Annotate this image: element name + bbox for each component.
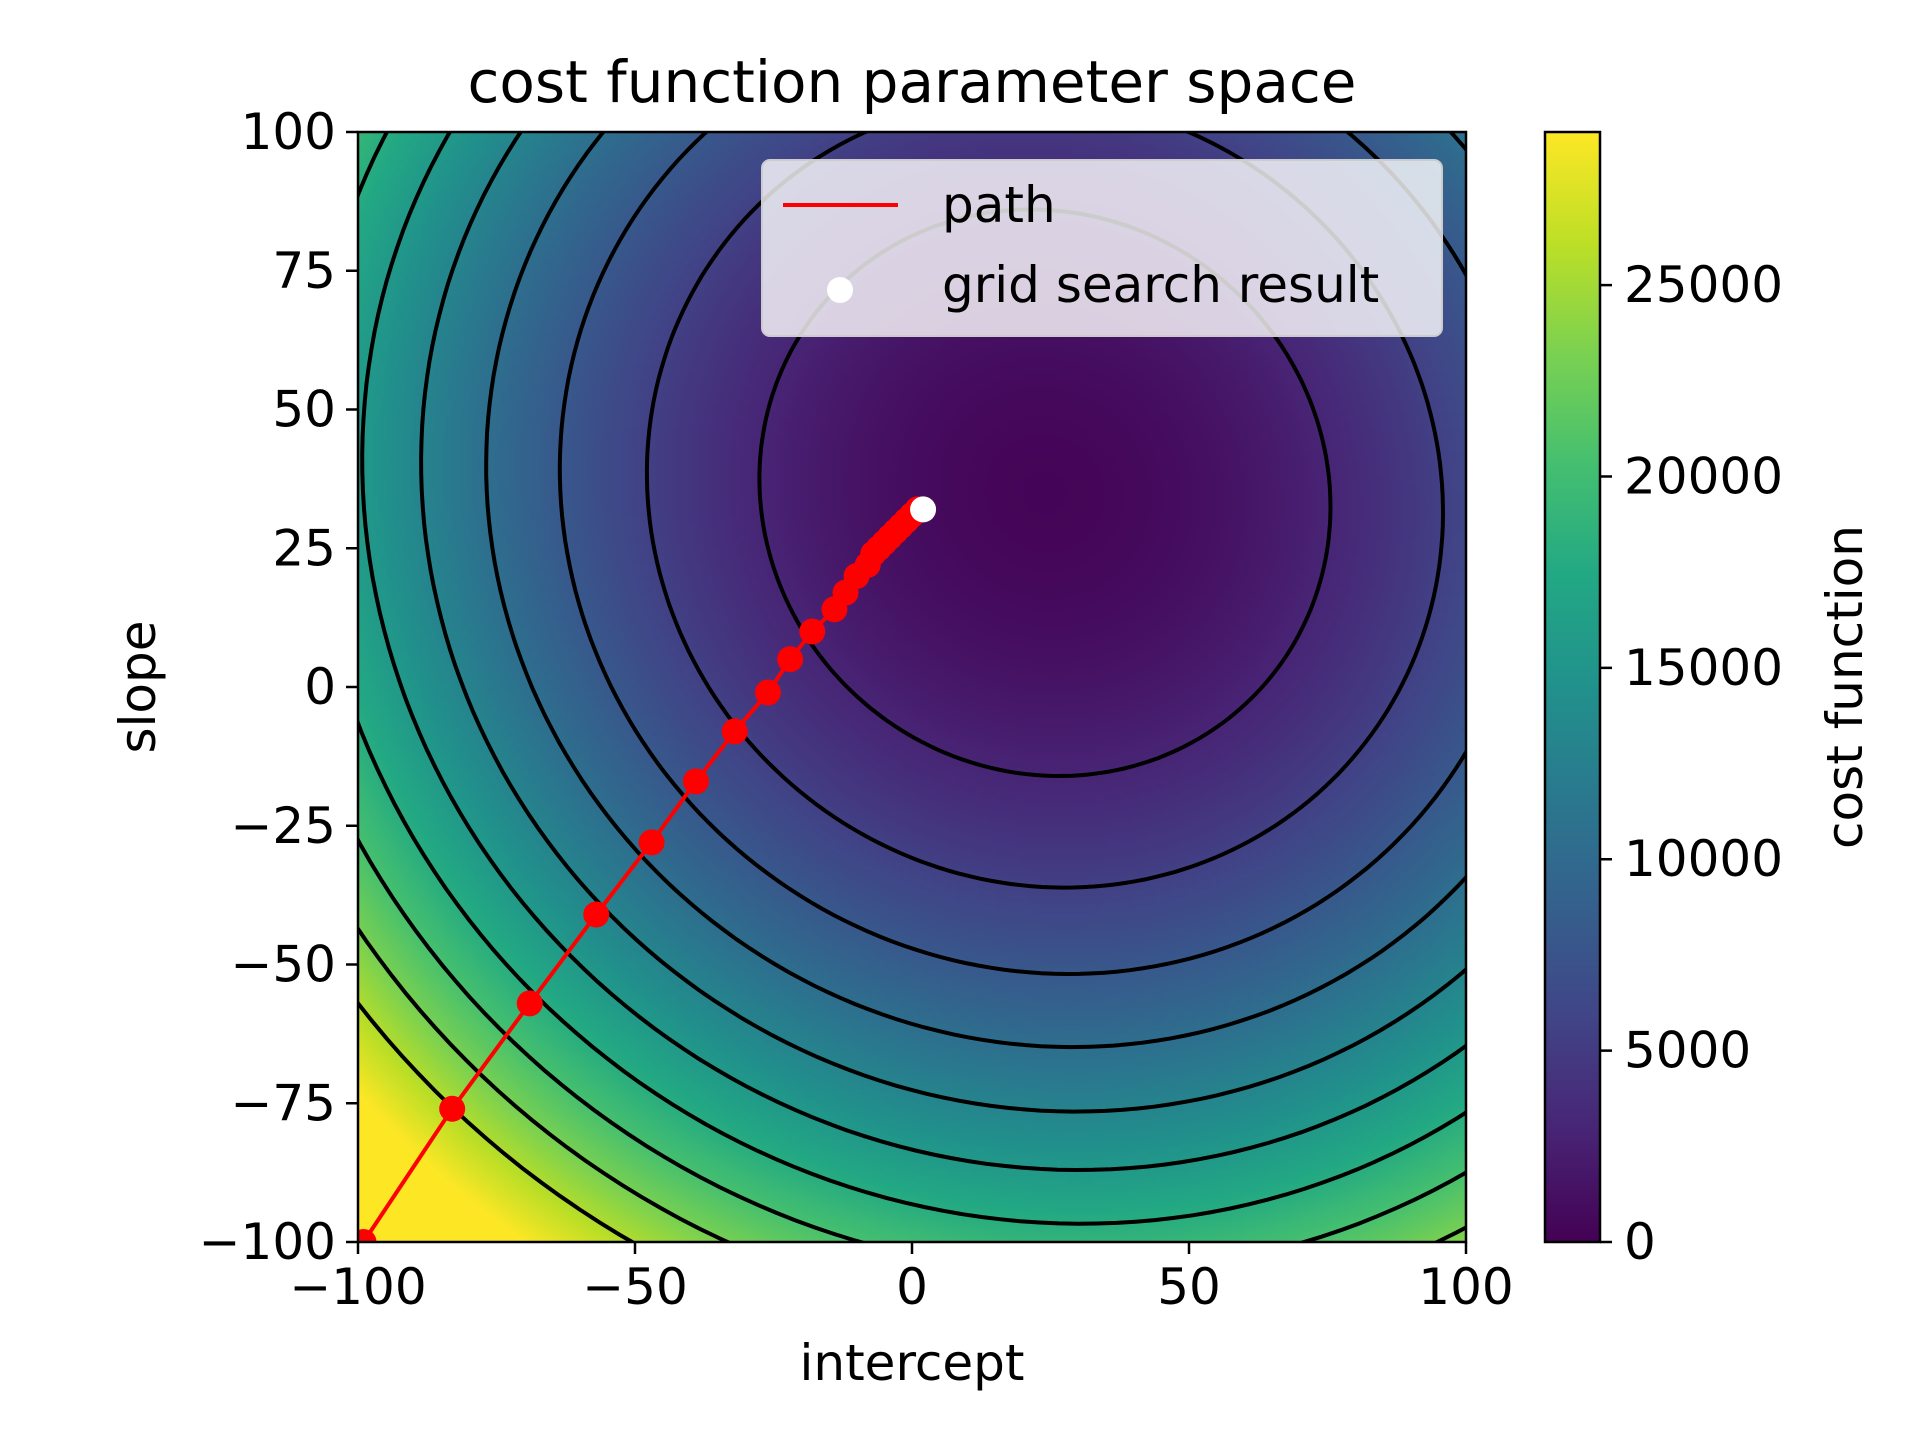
x-axis: −100 −50 0 50 100 — [289, 1242, 1514, 1316]
path-point — [799, 618, 826, 645]
path-point — [721, 718, 748, 745]
path-point — [682, 768, 709, 795]
y-tick-label: 100 — [241, 103, 336, 161]
x-tick-label: 100 — [1418, 1258, 1513, 1316]
y-tick-label: −50 — [230, 936, 336, 994]
y-tick-label: 75 — [272, 242, 336, 300]
contour-line — [358, 1000, 637, 1242]
colorbar-tick-label: 20000 — [1624, 447, 1783, 505]
path-point — [777, 646, 804, 673]
contour-line — [557, 132, 1466, 977]
colorbar — [1543, 130, 1602, 1244]
colorbar-tick-label: 10000 — [1624, 830, 1783, 888]
contour-line — [419, 132, 1466, 1114]
x-tick-label: 0 — [896, 1258, 928, 1316]
y-tick-label: −25 — [230, 797, 336, 855]
legend-grid-search-swatch — [827, 277, 853, 303]
y-axis-label: slope — [109, 620, 167, 753]
y-tick-label: −75 — [230, 1074, 336, 1132]
path-point — [358, 1229, 377, 1242]
path-point — [516, 990, 543, 1017]
y-tick-label: 50 — [272, 381, 336, 439]
grid-search-point — [910, 496, 937, 523]
y-tick-label: 25 — [272, 519, 336, 577]
x-tick-label: 50 — [1157, 1258, 1221, 1316]
legend: path grid search result — [761, 159, 1443, 337]
colorbar-tick-label: 0 — [1624, 1213, 1656, 1271]
contour-line — [358, 132, 1466, 1226]
contour-line — [360, 132, 1466, 1173]
legend-box — [761, 159, 1443, 337]
chart-title: cost function parameter space — [468, 48, 1357, 116]
contour-line — [644, 132, 1446, 890]
x-tick-label: −50 — [582, 1258, 688, 1316]
path-point — [638, 829, 665, 856]
grid-search-series — [910, 496, 937, 523]
legend-path-label: path — [942, 176, 1056, 234]
contour-line — [484, 132, 1466, 1050]
x-axis-label: intercept — [800, 1334, 1025, 1392]
path-point — [439, 1095, 466, 1122]
contour-lines — [358, 132, 1466, 1242]
colorbar-tick-label: 15000 — [1624, 639, 1783, 697]
y-tick-label: 0 — [304, 658, 336, 716]
y-axis: −100 −75 −50 −25 0 25 50 75 100 — [199, 103, 358, 1271]
path-point — [754, 679, 781, 706]
contour-line — [358, 925, 1466, 1242]
contour-line — [358, 835, 1466, 1242]
colorbar-label: cost function — [1816, 525, 1874, 849]
colorbar-axis: 0 5000 10000 15000 20000 25000 — [1600, 256, 1783, 1271]
colorbar-tick-label: 25000 — [1624, 256, 1783, 314]
x-tick-label: −100 — [289, 1258, 426, 1316]
colorbar-tick-label: 5000 — [1624, 1022, 1751, 1080]
y-tick-label: −100 — [199, 1213, 336, 1271]
legend-grid-search-label: grid search result — [942, 256, 1379, 314]
path-point — [583, 901, 610, 928]
